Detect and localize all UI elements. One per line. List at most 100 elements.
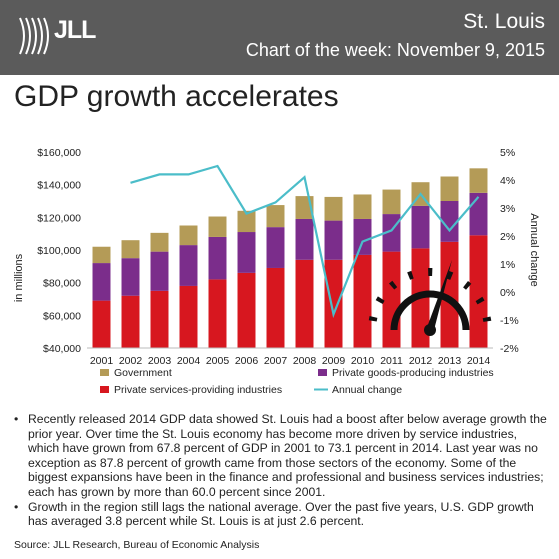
y-tick-label: $160,000 (37, 147, 81, 159)
x-tick-label: 2011 (380, 355, 403, 367)
bar-segment (382, 189, 401, 215)
annual-change-line (130, 164, 480, 319)
gauge-tick (482, 316, 492, 322)
bar-segment (440, 241, 459, 348)
gauge-tick (463, 281, 472, 290)
y2-tick-label: 2% (500, 231, 515, 243)
bullet-text: Recently released 2014 GDP data showed S… (28, 412, 547, 499)
legend-swatch (100, 386, 109, 393)
bar-segment (179, 285, 198, 348)
legend-label: Government (114, 367, 172, 379)
y-tick-label: $60,000 (43, 310, 81, 322)
y2-tick-label: 4% (500, 175, 515, 187)
bar-segment (469, 192, 488, 236)
bar-segment (295, 218, 314, 260)
bar-segment (353, 194, 372, 219)
x-tick-label: 2001 (90, 355, 114, 367)
bar-segment (121, 295, 140, 348)
bar-segment (237, 210, 256, 233)
bar-segment (411, 205, 430, 249)
bar-segment (92, 263, 111, 301)
bar-segment (469, 235, 488, 348)
bar-segment (324, 196, 343, 221)
y2-tick-label: 5% (500, 147, 515, 159)
city-label: St. Louis (463, 10, 545, 33)
gauge-tick (446, 271, 454, 280)
x-tick-label: 2003 (148, 355, 172, 367)
bullet-item: • Growth in the region still lags the nat… (10, 500, 550, 529)
y2-axis-label: Annual change (528, 213, 540, 286)
bar-segment (440, 176, 459, 201)
bar-segment (121, 240, 140, 259)
bar-segment (237, 272, 256, 348)
bar-segment (179, 225, 198, 246)
bar-segment (150, 232, 169, 252)
x-tick-label: 2014 (467, 355, 491, 367)
bar-segment (353, 254, 372, 348)
x-tick-label: 2004 (177, 355, 201, 367)
y2-tick-label: -1% (500, 315, 519, 327)
gauge-tick (428, 268, 433, 277)
legend-label: Private goods-producing industries (332, 367, 494, 379)
bar-segment (324, 259, 343, 348)
bar-segment (295, 259, 314, 348)
gauge-tick (475, 296, 485, 305)
gauge-tick (375, 296, 385, 304)
y-tick-label: $40,000 (43, 343, 81, 355)
header-bar: JLL St. Louis Chart of the week: Novembe… (0, 0, 559, 75)
bar-segment (150, 251, 169, 291)
source-note: Source: JLL Research, Bureau of Economic… (14, 539, 260, 551)
legend-swatch (318, 369, 327, 376)
bullet-symbol: • (14, 499, 19, 514)
y2-tick-label: 1% (500, 259, 515, 271)
bullet-text: Growth in the region still lags the nati… (28, 499, 534, 529)
bar-segment (324, 220, 343, 260)
bar-segment (266, 227, 285, 268)
gauge-hub (424, 324, 436, 336)
gauge-tick (368, 316, 378, 322)
gauge-tick (388, 280, 398, 290)
legend-label: Annual change (332, 384, 402, 396)
bar-segment (208, 216, 227, 237)
legend-label: Private services-providing industries (114, 384, 282, 396)
x-tick-label: 2009 (322, 355, 346, 367)
x-tick-label: 2007 (264, 355, 288, 367)
y-tick-label: $120,000 (37, 212, 81, 224)
x-tick-label: 2012 (409, 355, 433, 367)
y-axis-label: in millions (13, 253, 25, 302)
bar-segment (266, 205, 285, 228)
bar-segment (179, 245, 198, 286)
x-tick-label: 2002 (119, 355, 143, 367)
y2-tick-label: -2% (500, 343, 519, 355)
x-tick-label: 2008 (293, 355, 317, 367)
bar-segment (440, 201, 459, 242)
gauge-tick (407, 270, 414, 280)
bar-segment (150, 290, 169, 348)
x-tick-label: 2013 (438, 355, 462, 367)
bar-segment (382, 251, 401, 348)
y2-tick-label: 3% (500, 203, 515, 215)
bar-segment (92, 300, 111, 348)
page-title: GDP growth accelerates (14, 80, 339, 113)
bar-segment (353, 218, 372, 255)
y-tick-label: $80,000 (43, 278, 81, 290)
bar-segment (208, 279, 227, 348)
y-tick-label: $140,000 (37, 180, 81, 192)
bullet-item: • Recently released 2014 GDP data showed … (10, 412, 550, 500)
bar-segment (266, 267, 285, 348)
commentary-list: • Recently released 2014 GDP data showed … (10, 412, 550, 529)
bar-segment (237, 232, 256, 273)
y2-tick-label: 0% (500, 287, 515, 299)
logo-text: JLL (54, 16, 96, 44)
bar-segment (469, 168, 488, 193)
legend-swatch (100, 369, 109, 376)
x-tick-label: 2005 (206, 355, 230, 367)
bar-segment (208, 236, 227, 280)
bullet-symbol: • (14, 412, 19, 426)
bar-segment (121, 258, 140, 296)
speedometer-icon (368, 260, 492, 336)
gauge-arc (390, 290, 470, 331)
gdp-chart: $40,000 $60,000 $80,000 $100,000 $120,000 $14… (13, 147, 540, 396)
x-tick-label: 2010 (351, 355, 375, 367)
jll-logo-icon (19, 17, 49, 55)
